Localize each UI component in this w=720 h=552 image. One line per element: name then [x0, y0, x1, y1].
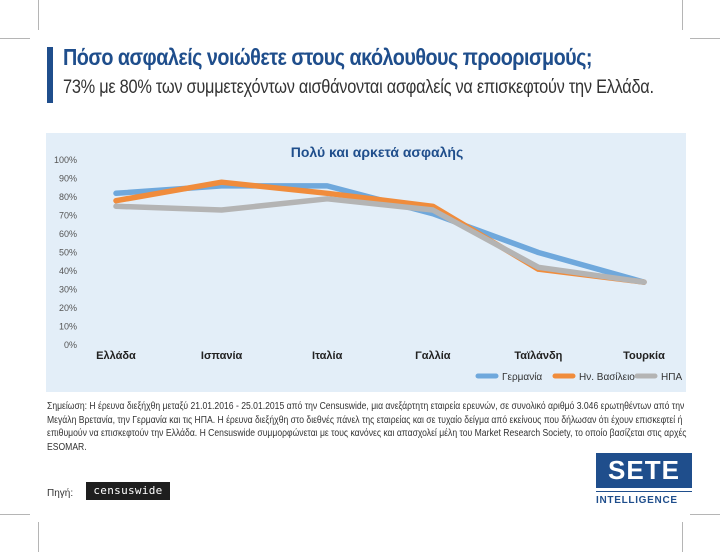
y-tick-label: 10%: [59, 322, 77, 332]
y-tick-label: 100%: [54, 155, 77, 165]
crop-mark: [690, 38, 720, 39]
page-title: Πόσο ασφαλείς νοιώθετε στους ακόλουθους …: [63, 44, 593, 70]
y-tick-label: 30%: [59, 285, 77, 295]
series-line-2: [113, 179, 647, 285]
y-tick-label: 0%: [64, 340, 77, 350]
crop-mark: [38, 0, 39, 30]
series-line-3: [113, 196, 647, 285]
y-tick-label: 90%: [59, 174, 77, 184]
x-tick-label: Ισπανία: [201, 350, 243, 362]
censuswide-logo: censuswide: [86, 482, 170, 500]
x-tick-label: Ταϊλάνδη: [514, 350, 562, 362]
y-tick-label: 70%: [59, 211, 77, 221]
sete-logo: SETE: [596, 453, 692, 488]
y-tick-label: 20%: [59, 303, 77, 313]
legend-label: Γερμανία: [502, 371, 542, 383]
crop-mark: [38, 522, 39, 552]
title-accent-bar: [47, 47, 53, 103]
x-tick-label: Τουρκία: [623, 350, 665, 362]
legend-label: Ην. Βασίλειο: [579, 371, 635, 383]
chart-title: Πολύ και αρκετά ασφαλής: [291, 144, 464, 160]
sete-intelligence-label: INTELLIGENCE: [596, 495, 678, 506]
chart-panel: Πολύ και αρκετά ασφαλής 0% 10% 20% 30% 40% 50…: [46, 133, 686, 392]
x-tick-label: Ελλάδα: [96, 350, 136, 362]
crop-mark: [0, 514, 30, 515]
y-tick-label: 40%: [59, 266, 77, 276]
footnote: Σημείωση: Η έρευνα διεξήχθη μεταξύ 21.01…: [47, 401, 687, 453]
legend-label: ΗΠΑ: [661, 372, 682, 383]
y-tick-label: 50%: [59, 248, 77, 258]
source-label: Πηγή:: [47, 488, 74, 499]
x-tick-label: Ιταλία: [312, 350, 343, 362]
sete-divider: [596, 491, 692, 492]
crop-mark: [0, 38, 30, 39]
crop-mark: [682, 522, 683, 552]
y-tick-label: 60%: [59, 229, 77, 239]
crop-mark: [690, 514, 720, 515]
crop-mark: [682, 0, 683, 30]
line-chart: Πολύ και αρκετά ασφαλής 0% 10% 20% 30% 40% 50…: [54, 144, 682, 383]
y-tick-label: 80%: [59, 192, 77, 202]
page-subtitle: 73% με 80% των συμμετεχόντων αισθάνονται…: [63, 77, 654, 98]
x-tick-label: Γαλλία: [415, 350, 451, 362]
